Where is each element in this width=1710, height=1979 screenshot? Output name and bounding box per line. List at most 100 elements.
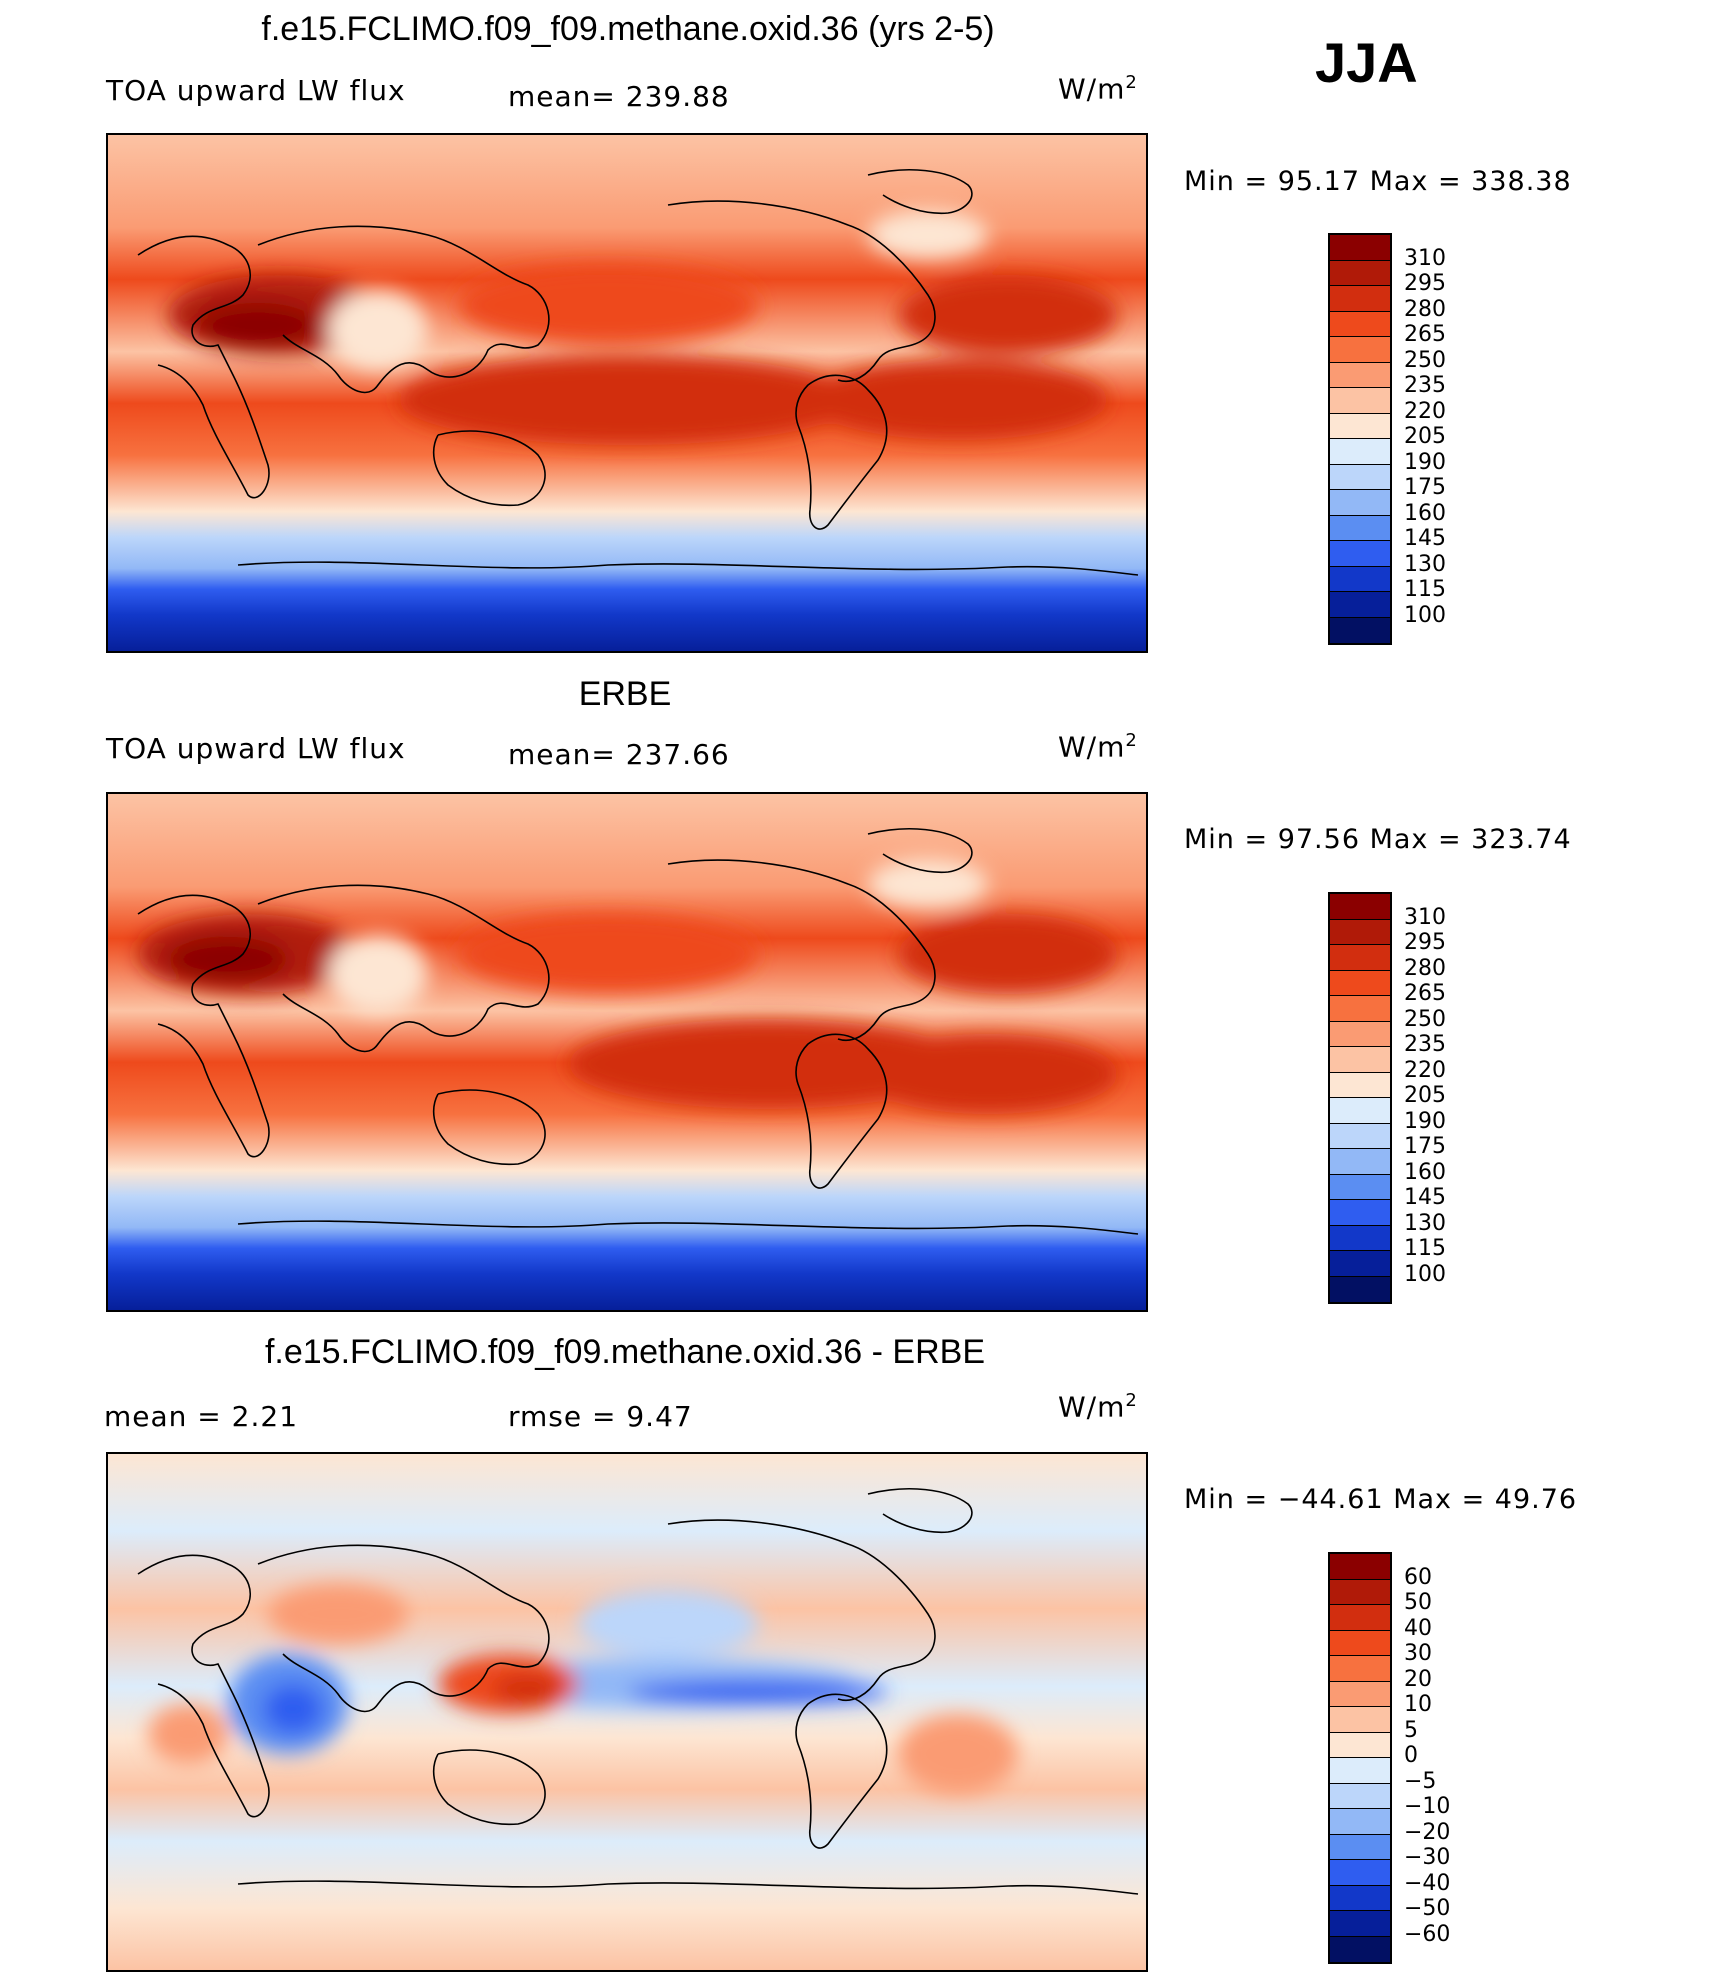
panel-2-units: W/m2 xyxy=(1058,730,1138,764)
colorbar-swatch xyxy=(1330,1021,1390,1047)
colorbar-swatch xyxy=(1330,1860,1390,1886)
colorbar-swatch xyxy=(1330,490,1390,516)
colorbar-swatch xyxy=(1330,1554,1390,1580)
panel-1-mean-label: mean= 239.88 xyxy=(508,80,730,113)
panel-3-mean-label: mean = 2.21 xyxy=(104,1400,299,1433)
colorbar-level-label: 145 xyxy=(1404,1185,1446,1210)
colorbar-level-label: 145 xyxy=(1404,526,1446,551)
colorbar-level-label: −20 xyxy=(1404,1819,1451,1845)
colorbar-swatch xyxy=(1330,1149,1390,1175)
colorbar-level-label: 160 xyxy=(1404,1159,1446,1185)
colorbar-level-label: 265 xyxy=(1404,981,1446,1006)
colorbar-level-label: −60 xyxy=(1404,1921,1451,1947)
colorbar-swatch xyxy=(1330,1225,1390,1251)
colorbar-swatch xyxy=(1330,1605,1390,1631)
colorbar-level-label: 115 xyxy=(1404,577,1446,602)
colorbar-swatch xyxy=(1330,1834,1390,1860)
colorbar-level-label: 40 xyxy=(1404,1615,1432,1641)
colorbar-swatch xyxy=(1330,1783,1390,1809)
colorbar-level-label: 175 xyxy=(1404,475,1446,500)
panel-1-variable-label: TOA upward LW flux xyxy=(106,74,406,107)
panel-2-minmax: Min = 97.56 Max = 323.74 xyxy=(1184,824,1572,855)
colorbar-level-label: 235 xyxy=(1404,1032,1446,1057)
colorbar-level-label: 160 xyxy=(1404,500,1446,526)
panel-2-map xyxy=(106,792,1148,1312)
panel-2-colorbar xyxy=(1328,892,1392,1304)
colorbar-level-label: −10 xyxy=(1404,1794,1451,1819)
panel-1-title: f.e15.FCLIMO.f09_f09.methane.oxid.36 (yr… xyxy=(261,10,995,48)
panel-1-units: W/m2 xyxy=(1058,72,1138,106)
colorbar-level-label: −40 xyxy=(1404,1870,1451,1896)
panel-3-title: f.e15.FCLIMO.f09_f09.methane.oxid.36 - E… xyxy=(264,1333,986,1371)
colorbar-swatch xyxy=(1330,541,1390,567)
colorbar-swatch xyxy=(1330,362,1390,388)
colorbar-swatch xyxy=(1330,1936,1390,1962)
colorbar-swatch xyxy=(1330,388,1390,414)
colorbar-level-label: 235 xyxy=(1404,373,1446,398)
colorbar-level-label: 205 xyxy=(1404,424,1446,449)
panel-1-minmax: Min = 95.17 Max = 338.38 xyxy=(1184,166,1572,197)
colorbar-level-label: 280 xyxy=(1404,296,1446,322)
coastlines xyxy=(137,169,1139,576)
colorbar-swatch xyxy=(1330,566,1390,592)
colorbar-swatch xyxy=(1330,1885,1390,1911)
coastlines xyxy=(137,828,1139,1235)
colorbar-swatch xyxy=(1330,919,1390,945)
colorbar-level-label: 205 xyxy=(1404,1083,1446,1108)
colorbar-swatch xyxy=(1330,515,1390,541)
colorbar-level-label: 250 xyxy=(1404,347,1446,373)
season-label: JJA xyxy=(1315,31,1418,94)
colorbar-swatch xyxy=(1330,1047,1390,1073)
colorbar-swatch xyxy=(1330,1732,1390,1758)
colorbar-swatch xyxy=(1330,996,1390,1022)
colorbar-level-label: 190 xyxy=(1404,1108,1446,1134)
colorbar-swatch xyxy=(1330,1276,1390,1302)
colorbar-level-label: 175 xyxy=(1404,1134,1446,1159)
colorbar-swatch xyxy=(1330,1579,1390,1605)
coastlines xyxy=(137,1488,1139,1895)
panel-2-title: ERBE xyxy=(578,675,672,713)
colorbar-level-label: −5 xyxy=(1404,1768,1437,1794)
colorbar-level-label: 265 xyxy=(1404,322,1446,347)
panel-1-map xyxy=(106,133,1148,653)
panel-3-map xyxy=(106,1452,1148,1972)
colorbar-swatch xyxy=(1330,1098,1390,1124)
colorbar-level-label: 5 xyxy=(1404,1717,1418,1743)
colorbar-level-label: 30 xyxy=(1404,1641,1432,1666)
colorbar-swatch xyxy=(1330,1251,1390,1277)
panel-2-mean-label: mean= 237.66 xyxy=(508,738,730,771)
colorbar-swatch xyxy=(1330,894,1390,920)
panel-3-colorbar xyxy=(1328,1552,1392,1964)
panel-1-colorbar xyxy=(1328,233,1392,645)
colorbar-swatch xyxy=(1330,1809,1390,1835)
colorbar-swatch xyxy=(1330,1758,1390,1784)
colorbar-level-label: 60 xyxy=(1404,1564,1432,1590)
colorbar-level-label: 220 xyxy=(1404,1057,1446,1083)
colorbar-level-label: −50 xyxy=(1404,1896,1451,1921)
colorbar-swatch xyxy=(1330,1681,1390,1707)
colorbar-level-label: 50 xyxy=(1404,1590,1432,1615)
colorbar-level-label: 130 xyxy=(1404,551,1446,577)
colorbar-swatch xyxy=(1330,1707,1390,1733)
colorbar-level-label: 10 xyxy=(1404,1692,1432,1717)
colorbar-swatch xyxy=(1330,970,1390,996)
colorbar-swatch xyxy=(1330,1911,1390,1937)
colorbar-level-label: 310 xyxy=(1404,245,1446,271)
colorbar-level-label: 220 xyxy=(1404,398,1446,424)
colorbar-level-label: 295 xyxy=(1404,271,1446,296)
colorbar-swatch xyxy=(1330,1656,1390,1682)
colorbar-swatch xyxy=(1330,337,1390,363)
colorbar-swatch xyxy=(1330,311,1390,337)
colorbar-level-label: 190 xyxy=(1404,449,1446,475)
colorbar-swatch xyxy=(1330,413,1390,439)
colorbar-swatch xyxy=(1330,1072,1390,1098)
colorbar-level-label: 310 xyxy=(1404,904,1446,930)
colorbar-level-label: 280 xyxy=(1404,955,1446,981)
colorbar-level-label: 250 xyxy=(1404,1006,1446,1032)
colorbar-level-label: 115 xyxy=(1404,1236,1446,1261)
colorbar-level-label: 100 xyxy=(1404,602,1446,628)
colorbar-swatch xyxy=(1330,464,1390,490)
colorbar-level-label: 20 xyxy=(1404,1666,1432,1692)
colorbar-swatch xyxy=(1330,1200,1390,1226)
colorbar-swatch xyxy=(1330,1630,1390,1656)
